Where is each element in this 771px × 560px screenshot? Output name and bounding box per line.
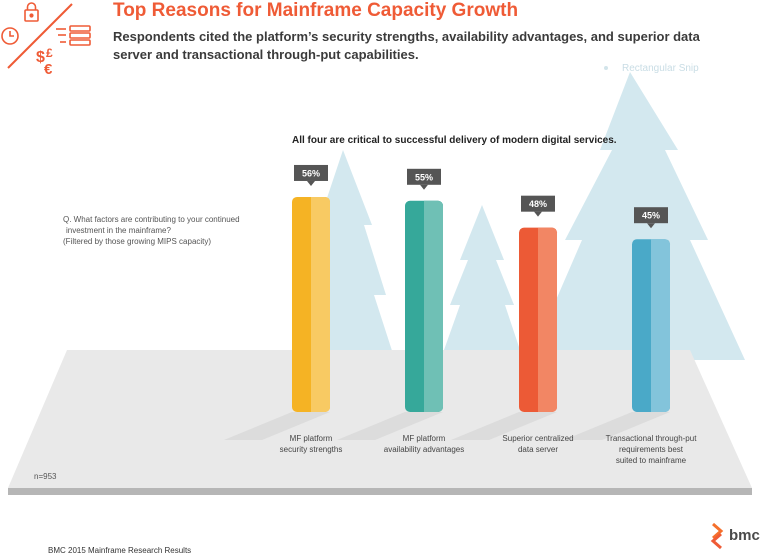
category-label-line: requirements best xyxy=(618,445,684,454)
svg-text:$: $ xyxy=(36,49,45,66)
survey-question: Q. What factors are contributing to your… xyxy=(63,214,283,247)
category-label-line: availability advantages xyxy=(383,445,465,454)
faded-overlay-label: Rectangular Snip xyxy=(596,60,766,77)
category-label-line: suited to mainframe xyxy=(615,456,687,465)
bar-shadows xyxy=(224,412,670,440)
svg-text:£: £ xyxy=(46,46,53,60)
category-label-line: MF platform xyxy=(402,434,446,443)
bar-shadow xyxy=(337,412,443,440)
lock-icon xyxy=(24,2,39,22)
category-label: MF platform availability advantages xyxy=(364,433,484,455)
svg-text:€: € xyxy=(44,61,53,78)
tree-middle xyxy=(444,205,520,350)
footer-source: BMC 2015 Mainframe Research Results xyxy=(48,546,192,555)
bars-group xyxy=(292,196,670,412)
sample-size: n=953 xyxy=(34,472,57,481)
survey-question-line: investment in the mainframe? xyxy=(66,226,171,235)
faded-overlay-text: Rectangular Snip xyxy=(622,63,699,74)
bar-highlight xyxy=(538,227,557,412)
floor-top xyxy=(8,350,752,488)
category-label-line: security strengths xyxy=(279,445,343,454)
page-title: Top Reasons for Mainframe Capacity Growt… xyxy=(113,0,519,21)
category-label-line: data server xyxy=(517,445,559,454)
bar-highlight xyxy=(424,200,443,412)
value-tag-pointer xyxy=(534,211,542,217)
floor-platform xyxy=(8,350,752,495)
currency-icon: $ £ € xyxy=(36,46,53,78)
bmc-logo-word: bmc xyxy=(729,526,760,544)
category-label-line: MF platform xyxy=(289,434,333,443)
value-tag-pointer xyxy=(420,184,428,190)
value-tag xyxy=(407,168,441,185)
chart-highlight: All four are critical to successful deli… xyxy=(292,135,617,146)
bmc-logo-mark xyxy=(710,522,724,550)
category-label: Superior centralized data server xyxy=(478,433,598,455)
value-tag xyxy=(294,164,328,181)
survey-question-line: Q. What factors are contributing to your… xyxy=(63,215,240,224)
bar-shadow xyxy=(451,412,557,440)
value-label: 55% xyxy=(415,172,433,182)
category-label: MF platform security strengths xyxy=(251,433,371,455)
overlay-dot-icon xyxy=(604,65,608,70)
value-tag xyxy=(634,207,668,224)
bar-highlight xyxy=(311,196,330,412)
bar-shadow xyxy=(224,412,330,440)
value-tag-pointer xyxy=(647,223,655,229)
value-tags: 56% 55% 48% 45% xyxy=(294,164,668,229)
clock-icon xyxy=(1,27,19,45)
value-label: 45% xyxy=(642,211,660,221)
page-subtitle: Respondents cited the platform’s securit… xyxy=(113,29,700,62)
value-label: 48% xyxy=(529,199,547,209)
bar-highlight xyxy=(651,239,670,412)
header-illustration: $ £ € xyxy=(1,2,91,78)
value-tag-pointer xyxy=(307,180,315,186)
category-label-line: Superior centralized xyxy=(502,434,574,443)
diagonal-slash xyxy=(7,3,73,69)
bar-shadow xyxy=(564,412,670,440)
value-label: 56% xyxy=(302,168,320,178)
value-tag xyxy=(521,195,555,212)
category-label-line: Transactional through-put xyxy=(605,434,697,443)
floor-front xyxy=(8,488,752,495)
server-list-icon xyxy=(56,25,91,46)
survey-question-line: (Filtered by those growing MIPS capacity… xyxy=(63,237,212,246)
bmc-logo: bmc xyxy=(712,523,760,547)
category-label: Transactional through-put requirements be… xyxy=(591,433,711,466)
